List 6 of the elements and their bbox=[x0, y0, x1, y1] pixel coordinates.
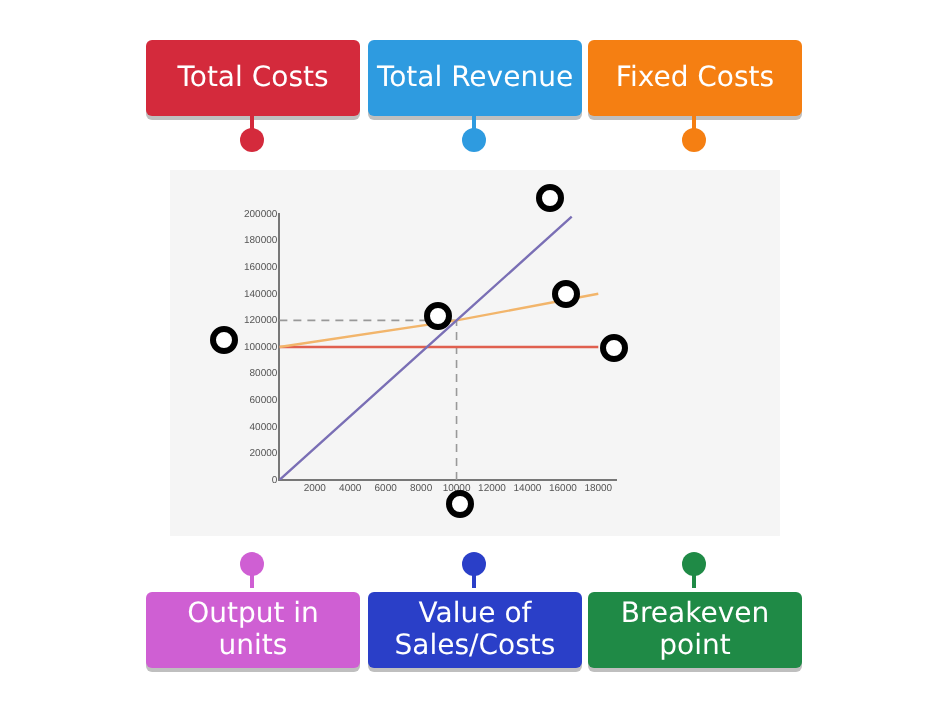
text: Value of Sales/Costs bbox=[368, 592, 582, 668]
text: Total Costs bbox=[146, 40, 360, 116]
text: Output in units bbox=[146, 592, 360, 668]
text: Fixed Costs bbox=[588, 40, 802, 116]
text: Breakeven point bbox=[588, 592, 802, 668]
text: Total Revenue bbox=[368, 40, 582, 116]
